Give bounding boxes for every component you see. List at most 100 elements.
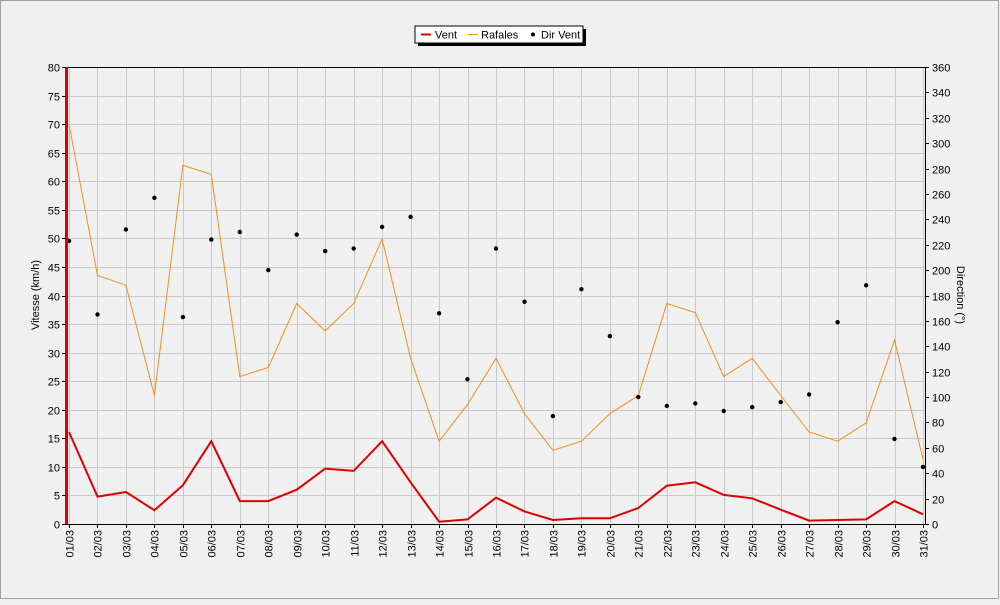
x-tick-label: 15/03: [464, 530, 476, 558]
y2-tick-label: 260: [932, 190, 950, 202]
legend-rafales-label: Rafales: [481, 30, 519, 42]
series-dir-vent-point: [436, 311, 442, 316]
x-tick-label: 10/03: [321, 530, 333, 558]
series-dir-vent-point: [180, 314, 186, 320]
y2-tick-label: 180: [932, 292, 950, 304]
x-tick-label: 24/03: [720, 530, 732, 558]
x-tick-label: 25/03: [748, 530, 760, 558]
x-tick-label: 27/03: [805, 530, 817, 558]
legend-vent-label: Vent: [435, 30, 457, 42]
y2-tick-label: 60: [932, 444, 944, 456]
legend-box: [414, 25, 584, 44]
axes: 0 5 10 15 20 25 30 35 40 45 50 55 60 65 70 75 80 0 20 40 60 8…: [48, 63, 951, 558]
y-tick-label: 40: [48, 292, 60, 304]
series-dir-vent-point: [664, 403, 669, 409]
series-dir-vent-point: [607, 333, 613, 339]
y-tick-label: 5: [54, 491, 60, 503]
x-tick-label: 04/03: [150, 530, 162, 558]
series-dir-vent-point: [750, 405, 755, 410]
x-tick-label: 19/03: [577, 530, 589, 558]
x-tick-label: 13/03: [407, 530, 419, 558]
series-dir-vent-point: [351, 246, 356, 251]
legend-dirvent-swatch: [531, 32, 535, 37]
y-tick-label: 10: [48, 463, 60, 475]
y-tick-label: 75: [48, 92, 60, 104]
series-dir-vent-point: [778, 399, 783, 405]
series-dir-vent-point: [920, 464, 926, 470]
x-tick-label: 18/03: [549, 530, 561, 558]
y2-tick-label: 220: [932, 241, 950, 253]
y-tick-label: 45: [48, 263, 60, 275]
x-tick-label: 21/03: [634, 530, 646, 558]
series-dir-vent-point: [123, 227, 129, 232]
series-dir-vent-point: [493, 246, 499, 251]
legend: Vent Rafales Dir Vent: [414, 25, 586, 46]
y-tick-label: 35: [48, 320, 60, 332]
y2-tick-label: 280: [932, 165, 950, 177]
series-dir-vent-point: [806, 392, 812, 397]
series-rafales-line: [68, 124, 924, 460]
y2-tick-label: 80: [932, 418, 944, 430]
y2-tick-label: 0: [932, 520, 938, 532]
y-tick-label: 0: [54, 520, 60, 532]
x-tick-label: 17/03: [520, 530, 532, 558]
y-tick-label: 60: [48, 177, 60, 189]
series-dir-vent-point: [408, 214, 413, 219]
y2-tick-label: 120: [932, 368, 950, 380]
series-dir-vent-point: [550, 413, 556, 419]
y2-tick-label: 40: [932, 469, 944, 481]
y-axis-label: Vitesse (km/h): [30, 260, 42, 330]
y2-tick-label: 320: [932, 114, 950, 126]
y-tick-label: 25: [48, 377, 60, 389]
x-tick-label: 08/03: [264, 530, 276, 558]
y2-tick-label: 200: [932, 266, 950, 278]
x-tick-label: 03/03: [122, 530, 134, 558]
series-dir-vent-point: [379, 224, 385, 230]
x-tick-label: 26/03: [777, 530, 789, 558]
y-tick-label: 50: [48, 234, 60, 246]
y-tick-label: 55: [48, 206, 60, 218]
y-tick-label: 65: [48, 149, 60, 161]
series-dir-vent-point: [863, 283, 869, 288]
y2-tick-label: 360: [932, 63, 950, 75]
series-dir-vent-point: [721, 408, 726, 414]
legend-dirvent-label: Dir Vent: [541, 30, 580, 42]
x-tick-label: 29/03: [862, 530, 874, 558]
y-tick-label: 15: [48, 434, 60, 446]
series-dir-vent-point: [237, 229, 242, 235]
series-dir-vent-point: [465, 377, 470, 382]
series-vent-line: [68, 431, 924, 523]
y2-tick-label: 300: [932, 139, 950, 151]
series-dir-vent-point: [636, 394, 641, 400]
y-tick-label: 30: [48, 349, 60, 361]
series-dir-vent-point: [579, 287, 584, 292]
x-tick-label: 14/03: [435, 530, 447, 558]
y-tick-label: 70: [48, 120, 60, 132]
series-dir-vent-point: [522, 299, 527, 304]
y2-tick-label: 240: [932, 215, 950, 227]
y2-tick-label: 340: [932, 88, 950, 100]
x-tick-label: 11/03: [350, 530, 362, 557]
series-dir-vent-point: [892, 436, 897, 442]
x-tick-label: 01/03: [65, 530, 77, 558]
left-rail-marker: [65, 67, 68, 524]
x-tick-label: 02/03: [93, 530, 105, 558]
series-dir-vent-point: [152, 195, 157, 200]
x-tick-label: 09/03: [293, 530, 305, 558]
x-tick-label: 07/03: [236, 530, 248, 558]
series-dir-vent-point: [95, 312, 100, 317]
series-dir-vent-point: [294, 232, 299, 237]
series-dir-vent-point: [323, 248, 328, 254]
y2-axis-label: Direction (°): [954, 266, 966, 324]
x-tick-label: 06/03: [207, 530, 219, 558]
x-tick-label: 12/03: [378, 530, 390, 558]
y2-tick-label: 100: [932, 393, 950, 405]
x-tick-label: 20/03: [606, 530, 618, 558]
x-tick-label: 22/03: [663, 530, 675, 558]
y-tick-label: 20: [48, 406, 60, 418]
series-dir-vent-point: [835, 320, 840, 325]
y2-tick-label: 20: [932, 495, 944, 507]
